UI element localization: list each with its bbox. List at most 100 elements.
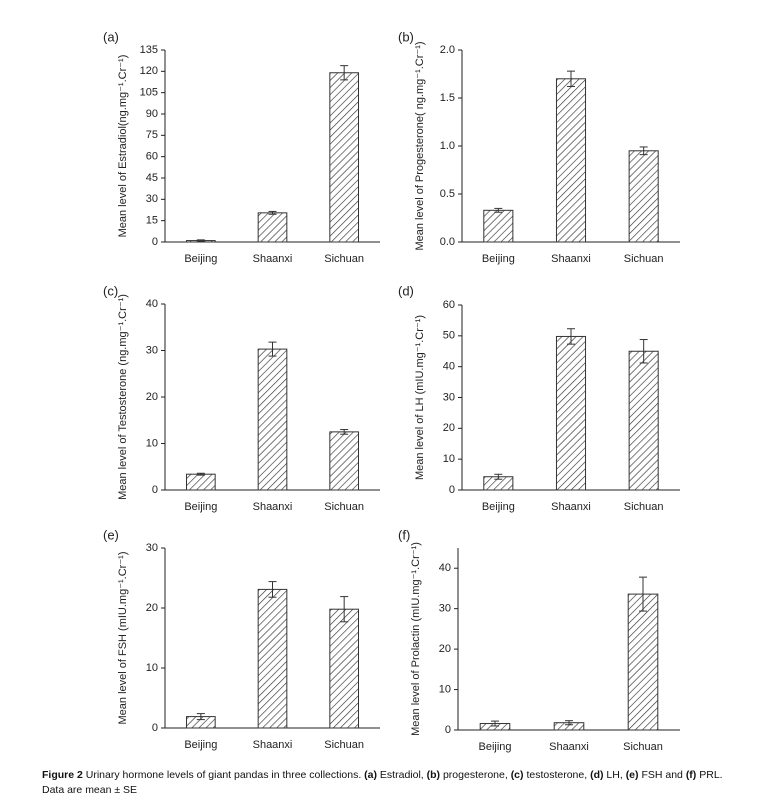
bar	[628, 350, 659, 491]
error-bar	[340, 65, 349, 81]
error-bar	[639, 146, 648, 156]
caption: Figure 2 Urinary hormone levels of giant…	[42, 768, 742, 798]
x-tick-label: Sichuan	[324, 739, 364, 751]
x-tick-label: Sichuan	[624, 253, 664, 265]
error-bar	[639, 576, 647, 612]
y-axis-label: Mean level of Progesterone( ng.mg⁻¹.Cr⁻¹…	[414, 41, 426, 250]
y-tick-label: 20	[146, 391, 158, 403]
y-tick-label: 0.5	[440, 188, 455, 200]
error-bar	[565, 720, 573, 726]
x-tick-label: Sichuan	[624, 501, 664, 513]
y-tick-label: 0	[152, 722, 158, 734]
y-tick-label: 0	[152, 236, 158, 248]
y-axis-label: Mean level of Prolactin (mIU.mg⁻¹.Cr⁻¹)	[410, 542, 422, 736]
caption-part: testosterone,	[523, 769, 591, 781]
y-tick-label: 60	[443, 299, 455, 311]
y-tick-label: 10	[439, 683, 451, 695]
y-tick-label: 30	[443, 391, 455, 403]
y-tick-label: 60	[146, 151, 158, 163]
y-tick-label: 20	[439, 643, 451, 655]
caption-part: LH,	[603, 769, 626, 781]
panel-label: (f)	[398, 527, 410, 542]
y-tick-label: 0	[152, 484, 158, 496]
error-bar	[639, 339, 648, 364]
panel-label: (e)	[103, 527, 119, 542]
error-bar	[196, 713, 205, 721]
y-tick-label: 20	[146, 602, 158, 614]
panel-label: (c)	[103, 283, 118, 298]
bar	[257, 212, 288, 243]
error-bar	[567, 328, 575, 345]
y-tick-label: 50	[443, 330, 455, 342]
x-tick-label: Shaanxi	[549, 741, 589, 753]
caption-part: Estradiol,	[377, 769, 427, 781]
y-tick-label: 30	[439, 603, 451, 615]
y-tick-label: 10	[443, 453, 455, 465]
error-bar	[196, 472, 205, 476]
panel-label: (d)	[398, 283, 414, 298]
y-tick-label: 1.5	[440, 92, 455, 104]
x-tick-label: Shaanxi	[253, 253, 293, 265]
caption-part: Urinary hormone levels of giant pandas i…	[82, 769, 365, 781]
x-tick-label: Shaanxi	[551, 253, 591, 265]
bar	[186, 473, 216, 491]
error-bar	[491, 720, 499, 727]
caption-part: (d)	[590, 769, 604, 781]
error-bar	[196, 239, 205, 242]
y-axis-label: Mean level of FSH (mIU.mg⁻¹.Cr⁻¹)	[117, 552, 129, 725]
y-tick-label: 30	[146, 344, 158, 356]
y-tick-label: 10	[146, 437, 158, 449]
x-tick-label: Beijing	[184, 739, 217, 751]
bar	[555, 78, 587, 243]
bar	[627, 593, 659, 731]
figure: (a) Mean level of Estradiol(ng.mg⁻¹.Cr⁻¹)…	[103, 29, 680, 753]
x-tick-label: Beijing	[482, 253, 515, 265]
panel-label: (a)	[103, 29, 119, 44]
panel-label: (b)	[398, 29, 414, 44]
y-tick-label: 40	[443, 361, 455, 373]
bar	[257, 348, 288, 491]
x-tick-label: Shaanxi	[253, 501, 293, 513]
error-bar	[567, 70, 575, 87]
error-bar	[268, 210, 277, 215]
y-tick-label: 75	[146, 129, 158, 141]
y-tick-label: 1.0	[440, 140, 455, 152]
error-bar	[494, 473, 503, 480]
y-axis-label: Mean level of LH (mIU.mg⁻¹.Cr⁻¹)	[414, 315, 426, 480]
y-axis-label: Mean level of Testosterone (ng.mg⁻¹.Cr⁻¹…	[117, 294, 129, 500]
caption-part: FSH and	[638, 769, 686, 781]
y-tick-label: 135	[140, 44, 158, 56]
caption-part: (b)	[426, 769, 441, 781]
x-tick-label: Beijing	[478, 741, 511, 753]
bar	[483, 209, 514, 243]
y-tick-label: 0.0	[440, 236, 455, 248]
y-tick-label: 40	[439, 562, 451, 574]
bar	[329, 431, 360, 491]
x-tick-label: Sichuan	[324, 253, 364, 265]
error-bar	[340, 429, 349, 435]
y-tick-label: 15	[146, 215, 158, 227]
x-tick-label: Shaanxi	[551, 501, 591, 513]
error-bar	[268, 581, 277, 598]
caption-part: (c)	[510, 769, 524, 781]
error-bar	[494, 207, 503, 213]
y-tick-label: 120	[140, 65, 158, 77]
caption-part: progesterone,	[440, 769, 511, 781]
bar	[257, 588, 288, 729]
x-tick-label: Beijing	[184, 253, 217, 265]
bar	[329, 72, 360, 243]
y-tick-label: 30	[146, 542, 158, 554]
x-tick-label: Beijing	[184, 501, 217, 513]
y-tick-label: 0	[445, 724, 451, 736]
error-bar	[340, 596, 349, 623]
x-tick-label: Sichuan	[324, 501, 364, 513]
caption-part: (e)	[625, 769, 639, 781]
y-tick-label: 10	[146, 662, 158, 674]
y-tick-label: 90	[146, 108, 158, 120]
x-tick-label: Beijing	[482, 501, 515, 513]
y-axis-label: Mean level of Estradiol(ng.mg⁻¹.Cr⁻¹)	[117, 55, 129, 238]
y-tick-label: 2.0	[440, 44, 455, 56]
caption-part: (a)	[364, 769, 378, 781]
y-tick-label: 105	[140, 87, 158, 99]
